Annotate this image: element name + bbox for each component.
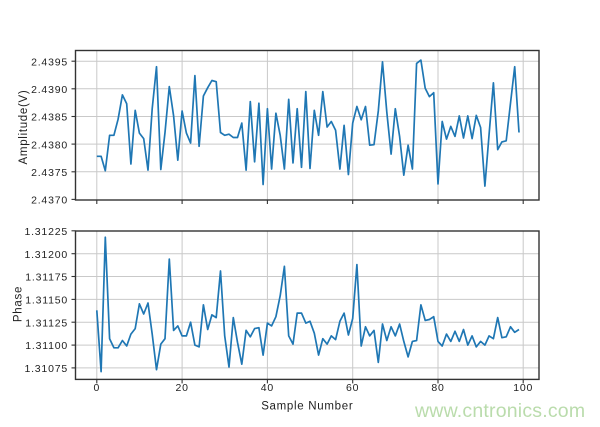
- svg-text:Sample Number: Sample Number: [261, 401, 353, 413]
- svg-text:1.31075: 1.31075: [24, 363, 68, 375]
- svg-text:1.31225: 1.31225: [24, 226, 68, 238]
- svg-text:Amplitude(V): Amplitude(V): [18, 90, 30, 165]
- svg-text:0: 0: [93, 382, 100, 394]
- svg-text:1.31200: 1.31200: [24, 249, 68, 261]
- svg-text:20: 20: [175, 382, 188, 394]
- svg-text:80: 80: [431, 382, 444, 394]
- svg-text:2.4385: 2.4385: [31, 112, 68, 124]
- svg-text:1.31100: 1.31100: [25, 340, 68, 352]
- svg-text:2.4380: 2.4380: [31, 139, 68, 151]
- svg-text:1.31125: 1.31125: [25, 317, 68, 329]
- svg-text:2.4370: 2.4370: [31, 195, 68, 207]
- svg-text:www.cntronics.com: www.cntronics.com: [414, 400, 585, 422]
- svg-text:Phase: Phase: [13, 286, 25, 322]
- svg-text:60: 60: [346, 382, 359, 394]
- svg-text:2.4375: 2.4375: [31, 167, 68, 179]
- svg-text:2.4395: 2.4395: [31, 56, 68, 68]
- svg-text:40: 40: [261, 382, 274, 394]
- svg-text:1.31175: 1.31175: [25, 272, 68, 284]
- svg-text:2.4390: 2.4390: [31, 84, 68, 96]
- svg-text:1.31150: 1.31150: [25, 295, 68, 307]
- svg-text:100: 100: [513, 382, 533, 394]
